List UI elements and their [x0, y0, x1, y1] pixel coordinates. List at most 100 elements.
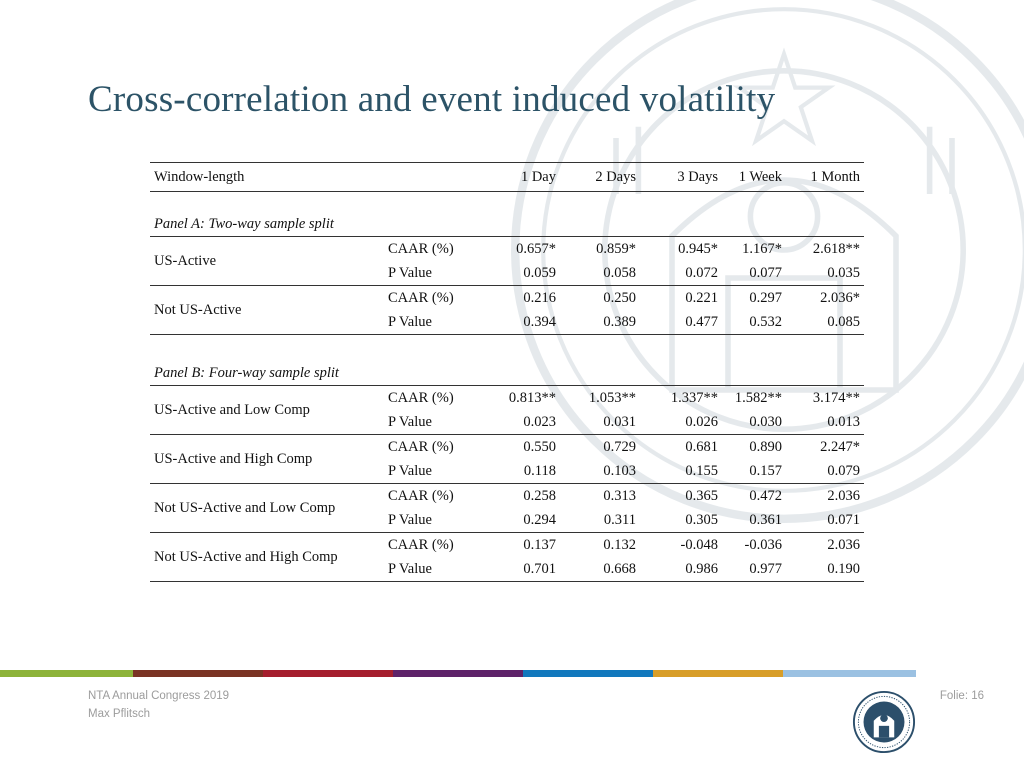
panel-a-label: Panel A: Two-way sample split: [150, 212, 384, 237]
spacer: [150, 192, 864, 213]
table-cell: 2.036: [827, 536, 860, 553]
table-cell: 0.023: [480, 410, 560, 435]
footer-stripe-segment: [133, 670, 263, 677]
table-cell: 0.294: [480, 508, 560, 533]
header-1-day: 1 Day: [480, 162, 560, 192]
table-cell: 0.394: [480, 310, 560, 335]
table-cell: 0.813**: [508, 389, 556, 406]
table-row: P Value 0.059 0.058 0.072 0.077 0.035: [150, 261, 864, 286]
measure-label: P Value: [384, 310, 480, 335]
table-cell: 1.167*: [742, 240, 782, 257]
table-cell: 0.945*: [678, 240, 718, 257]
table-header-row: Window-length 1 Day 2 Days 3 Days 1 Week…: [150, 162, 864, 192]
table-row: US-Active CAAR (%) 0.657* 0.859* 0.945* …: [150, 236, 864, 286]
group-label: US-Active and Low Comp: [150, 385, 384, 435]
table-row: Not US-Active CAAR (%) 0.216 0.250 0.221…: [150, 285, 864, 335]
table-cell: 0.729: [603, 438, 636, 455]
table-cell: 0.361: [722, 508, 786, 533]
group-label: Not US-Active and High Comp: [150, 532, 384, 582]
table-cell: 0.472: [749, 487, 782, 504]
table-cell: 0.313: [603, 487, 636, 504]
results-table: Window-length 1 Day 2 Days 3 Days 1 Week…: [150, 162, 864, 582]
footer-author: Max Pflitsch: [88, 708, 150, 720]
table-row: P Value 0.118 0.103 0.155 0.157 0.079: [150, 459, 864, 484]
table-cell: 2.247*: [820, 438, 860, 455]
table-cell: 0.155: [640, 459, 722, 484]
page-number: Folie: 16: [939, 690, 984, 702]
table-cell: 0.013: [786, 410, 864, 435]
table-cell: 0.030: [722, 410, 786, 435]
table-row: P Value 0.394 0.389 0.477 0.532 0.085: [150, 310, 864, 335]
table-cell: 1.337**: [670, 389, 718, 406]
table-cell: 0.085: [786, 310, 864, 335]
table-cell: 0.072: [640, 261, 722, 286]
group-label: Not US-Active and Low Comp: [150, 483, 384, 533]
table-cell: 0.077: [722, 261, 786, 286]
header-1-month: 1 Month: [786, 162, 864, 192]
table-cell: 0.668: [560, 557, 640, 582]
footer-stripe-segment: [263, 670, 393, 677]
slide-title: Cross-correlation and event induced vola…: [88, 79, 776, 120]
table-cell: 0.035: [786, 261, 864, 286]
table-cell: 0.031: [560, 410, 640, 435]
table-cell: 0.058: [560, 261, 640, 286]
panel-b-label: Panel B: Four-way sample split: [150, 361, 384, 386]
measure-label: CAAR (%): [388, 389, 454, 406]
table-cell: 0.079: [786, 459, 864, 484]
table-cell: 0.137: [523, 536, 556, 553]
group-label: Not US-Active: [150, 285, 384, 335]
table-cell: -0.048: [680, 536, 718, 553]
measure-label: CAAR (%): [388, 289, 454, 306]
header-blank: [384, 162, 480, 192]
table-row: Not US-Active and High Comp CAAR (%) 0.1…: [150, 532, 864, 582]
header-3-days: 3 Days: [640, 162, 722, 192]
university-seal-logo: [852, 690, 916, 754]
table-cell: 0.365: [685, 487, 718, 504]
table-row: P Value 0.023 0.031 0.026 0.030 0.013: [150, 410, 864, 435]
table-cell: 0.103: [560, 459, 640, 484]
table-cell: 3.174**: [812, 389, 860, 406]
footer-stripe-segment: [393, 670, 523, 677]
table-cell: 0.026: [640, 410, 722, 435]
measure-label: P Value: [384, 557, 480, 582]
table-cell: 0.118: [480, 459, 560, 484]
table-cell: 0.550: [523, 438, 556, 455]
table-row: Not US-Active and Low Comp CAAR (%) 0.25…: [150, 483, 864, 533]
footer-stripe-segment: [523, 670, 653, 677]
table-cell: 2.036*: [820, 289, 860, 306]
table-row: US-Active and Low Comp CAAR (%) 0.813** …: [150, 385, 864, 435]
table-cell: 2.036: [827, 487, 860, 504]
table-cell: 0.681: [685, 438, 718, 455]
table-cell: 0.890: [749, 438, 782, 455]
measure-label: CAAR (%): [388, 487, 454, 504]
table-cell: 0.859*: [596, 240, 636, 257]
table-cell: 0.190: [786, 557, 864, 582]
table-cell: 1.582**: [734, 389, 782, 406]
table-cell: 0.250: [603, 289, 636, 306]
table-cell: 0.157: [722, 459, 786, 484]
footer-stripe-segment: [653, 670, 783, 677]
group-label: US-Active: [150, 236, 384, 286]
table-cell: 0.132: [603, 536, 636, 553]
measure-label: P Value: [384, 261, 480, 286]
table-cell: 0.311: [560, 508, 640, 533]
table-cell: 0.305: [640, 508, 722, 533]
table-cell: 0.258: [523, 487, 556, 504]
footer-stripe-segment: [0, 670, 133, 677]
measure-label: CAAR (%): [388, 536, 454, 553]
group-label: US-Active and High Comp: [150, 434, 384, 484]
table-cell: 0.657*: [516, 240, 556, 257]
header-window-length: Window-length: [150, 162, 384, 192]
table-cell: 0.221: [685, 289, 718, 306]
measure-label: P Value: [384, 410, 480, 435]
footer-event: NTA Annual Congress 2019: [88, 690, 230, 702]
header-2-days: 2 Days: [560, 162, 640, 192]
table-cell: 0.071: [786, 508, 864, 533]
measure-label: CAAR (%): [388, 240, 454, 257]
table-cell: -0.036: [744, 536, 782, 553]
table-cell: 0.977: [722, 557, 786, 582]
table-cell: 0.477: [640, 310, 722, 335]
spacer: [150, 335, 864, 362]
footer-stripe-segment: [783, 670, 916, 677]
table-cell: 1.053**: [588, 389, 636, 406]
